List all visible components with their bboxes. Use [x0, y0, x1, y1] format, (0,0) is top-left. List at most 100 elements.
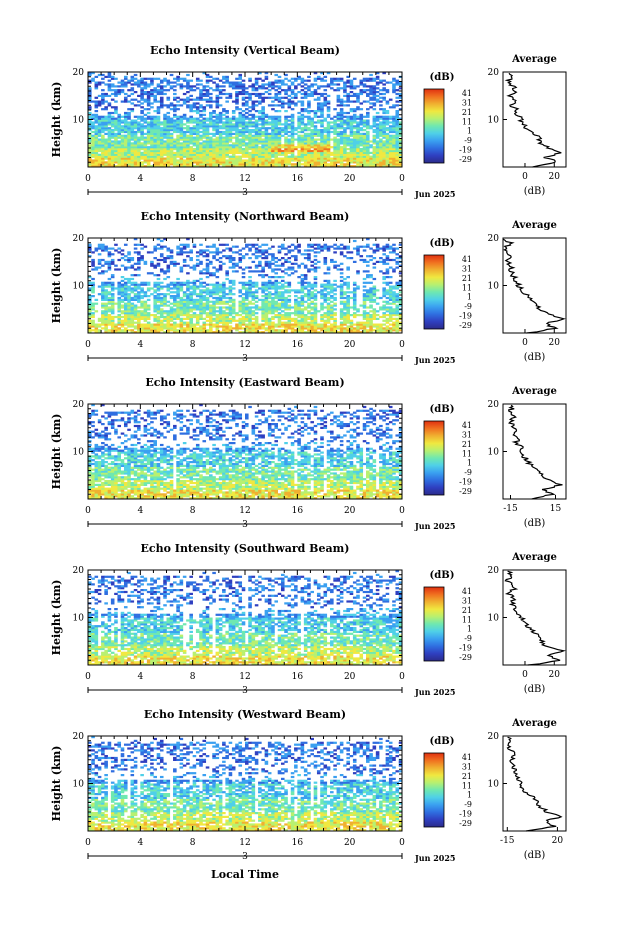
- heatmap-cell: [179, 302, 184, 305]
- heatmap-cell: [300, 302, 305, 305]
- heatmap-cell: [359, 89, 364, 92]
- heatmap-cell: [352, 113, 357, 116]
- heatmap-cell: [277, 319, 282, 322]
- heatmap-cell: [366, 100, 370, 103]
- heatmap-cell: [300, 151, 305, 154]
- heatmap-cell: [352, 312, 357, 315]
- heatmap-cell: [94, 161, 99, 164]
- heatmap-cell: [228, 132, 233, 135]
- heatmap-cell: [192, 142, 197, 145]
- heatmap-cell: [235, 148, 239, 151]
- heatmap-cell: [303, 79, 308, 82]
- heatmap-cell: [97, 319, 102, 322]
- heatmap-cell: [110, 325, 115, 328]
- heatmap-cell: [254, 134, 259, 137]
- heatmap-cell: [182, 165, 187, 168]
- heatmap-cell: [166, 310, 171, 313]
- heatmap-cell: [153, 323, 157, 326]
- heatmap-cell: [316, 146, 321, 149]
- heatmap-cell: [222, 165, 226, 168]
- heatmap-cell: [195, 102, 200, 105]
- heatmap-cell: [238, 123, 243, 126]
- heatmap-cell: [297, 165, 301, 168]
- heatmap-cell: [339, 142, 344, 145]
- heatmap-cell: [186, 79, 190, 82]
- heatmap-cell: [388, 138, 393, 141]
- heatmap-cell: [362, 149, 367, 153]
- heatmap-cell: [235, 77, 239, 80]
- heatmap-cell: [267, 92, 272, 96]
- heatmap-cell: [271, 304, 275, 307]
- heatmap-cell: [88, 315, 92, 319]
- heatmap-cell: [369, 327, 373, 330]
- heatmap-cell: [104, 315, 108, 319]
- heatmap-cell: [339, 98, 344, 101]
- heatmap-cell: [303, 94, 308, 97]
- heatmap-cell: [395, 323, 400, 326]
- heatmap-cell: [120, 146, 125, 149]
- heatmap-cell: [101, 153, 105, 156]
- heatmap-cell: [186, 304, 190, 307]
- heatmap-cell: [372, 293, 377, 296]
- heatmap-cell: [336, 83, 341, 86]
- heatmap-cell: [192, 119, 197, 122]
- heatmap-cell: [123, 138, 128, 141]
- heatmap-cell: [186, 85, 190, 88]
- heatmap-cell: [274, 165, 279, 168]
- heatmap-cell: [346, 79, 350, 82]
- heatmap-cell: [173, 89, 177, 92]
- heatmap-cell: [235, 329, 239, 332]
- heatmap-cell: [307, 106, 311, 109]
- heatmap-cell: [123, 115, 128, 118]
- heatmap-cell: [339, 312, 344, 315]
- heatmap-cell: [107, 151, 112, 154]
- heatmap-cell: [307, 317, 311, 320]
- heatmap-cell: [195, 79, 200, 82]
- heatmap-cell: [356, 100, 360, 103]
- heatmap-cell: [156, 148, 161, 151]
- heatmap-cell: [120, 312, 125, 315]
- heatmap-cell: [159, 100, 164, 103]
- heatmap-cell: [179, 148, 184, 151]
- heatmap-cell: [320, 327, 324, 330]
- heatmap-cell: [274, 155, 279, 158]
- heatmap-cell: [343, 165, 347, 168]
- heatmap-cell: [195, 157, 200, 160]
- heatmap-cell: [398, 329, 403, 332]
- heatmap-cell: [235, 325, 239, 328]
- heatmap-cell: [179, 104, 184, 107]
- heatmap-cell: [231, 127, 236, 130]
- heatmap-cell: [205, 146, 210, 149]
- heatmap-cell: [156, 144, 161, 147]
- heatmap-cell: [166, 148, 171, 151]
- heatmap-cell: [290, 125, 295, 128]
- heatmap-cell: [133, 157, 138, 160]
- heatmap-cell: [326, 134, 331, 137]
- heatmap-cell: [238, 142, 243, 145]
- heatmap-cell: [215, 148, 220, 151]
- heatmap-cell: [388, 331, 393, 334]
- heatmap-cell: [271, 108, 275, 111]
- heatmap-cell: [159, 155, 164, 158]
- heatmap-cell: [166, 127, 171, 130]
- heatmap-cell: [320, 315, 324, 319]
- heatmap-cell: [120, 298, 125, 301]
- heatmap-cell: [313, 296, 318, 300]
- heatmap-cell: [313, 315, 318, 319]
- heatmap-cell: [375, 91, 380, 94]
- heatmap-cell: [339, 153, 344, 156]
- heatmap-cell: [195, 140, 200, 143]
- heatmap-cell: [274, 96, 279, 99]
- heatmap-cell: [392, 155, 396, 158]
- heatmap-cell: [326, 106, 331, 109]
- heatmap-cell: [222, 85, 226, 88]
- heatmap-cell: [159, 325, 164, 328]
- heatmap-cell: [372, 130, 377, 134]
- heatmap-cell: [104, 153, 108, 156]
- heatmap-cell: [300, 113, 305, 116]
- heatmap-cell: [91, 72, 95, 75]
- heatmap-cell: [398, 300, 403, 303]
- heatmap-cell: [392, 79, 396, 82]
- heatmap-cell: [215, 327, 220, 330]
- heatmap-cell: [218, 142, 223, 145]
